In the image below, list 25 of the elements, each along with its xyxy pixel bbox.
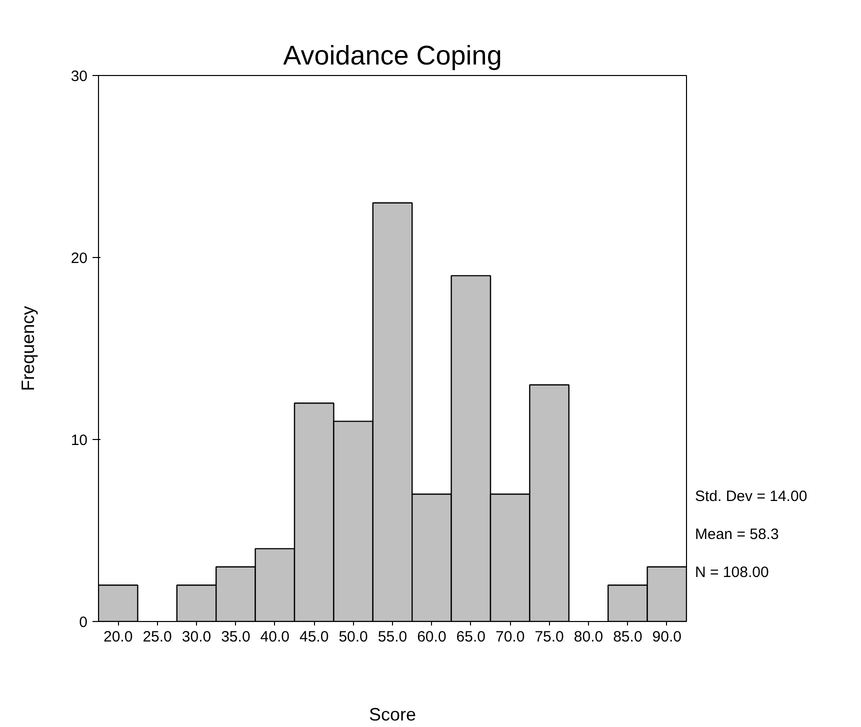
x-tick-label: 60.0 xyxy=(417,628,446,646)
x-tick-label: 90.0 xyxy=(652,628,682,646)
x-tick-label: 45.0 xyxy=(300,628,329,646)
x-tick-label: 30.0 xyxy=(182,628,212,646)
x-tick-label: 40.0 xyxy=(260,628,290,646)
x-tick-label: 25.0 xyxy=(142,628,172,646)
x-tick-label: 80.0 xyxy=(574,628,604,646)
x-tick-label: 20.0 xyxy=(104,628,133,646)
text: N = 108.00 xyxy=(695,563,770,583)
y-tick-label: 20 xyxy=(70,250,88,267)
x-axis-title: Score xyxy=(368,704,416,724)
x-tick-label: 75.0 xyxy=(534,628,564,646)
x-tick-label: 55.0 xyxy=(378,628,408,646)
x-tick-label: 50.0 xyxy=(338,628,368,646)
text: Mean = 58.3 xyxy=(695,525,780,545)
y-tick-label: 30 xyxy=(70,68,88,85)
text: Std. Dev = 14.00 xyxy=(695,487,808,507)
chart-title: Avoidance Coping xyxy=(283,40,502,70)
y-axis-title: Frequency xyxy=(18,306,38,392)
x-tick-label: 85.0 xyxy=(613,628,642,646)
x-tick-label: 65.0 xyxy=(456,628,486,646)
y-tick-label: 10 xyxy=(70,432,88,449)
x-tick-label: 35.0 xyxy=(221,628,250,646)
y-tick-label: 0 xyxy=(79,614,88,631)
x-tick-label: 70.0 xyxy=(496,628,525,646)
